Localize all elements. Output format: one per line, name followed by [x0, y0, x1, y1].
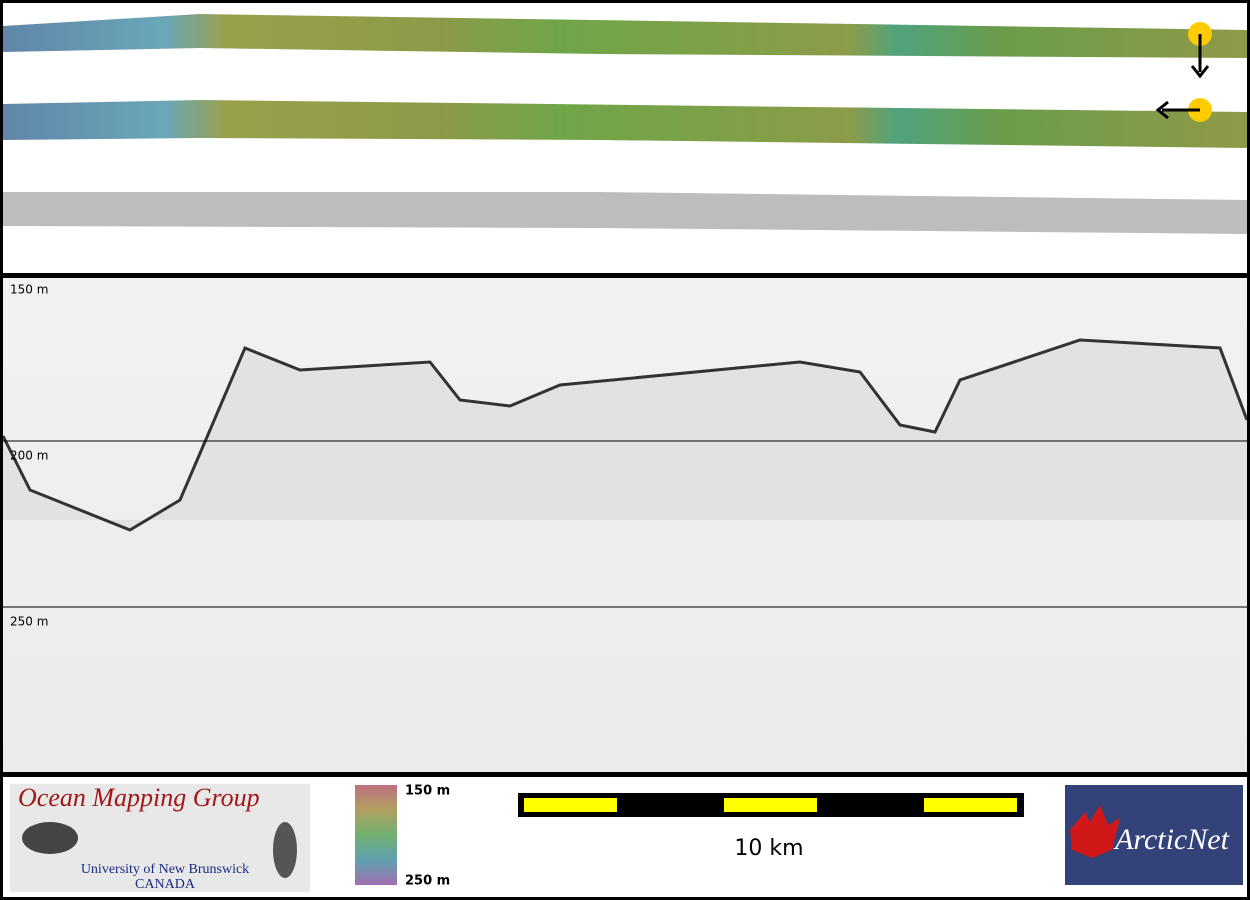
bathymetry-swath — [3, 100, 1247, 148]
logo-subtitle: University of New Brunswick — [81, 862, 249, 877]
color-scale-bottom: 250 m — [405, 874, 450, 889]
backscatter-swath — [3, 192, 1247, 234]
maple-leaf — [1070, 805, 1120, 858]
seafloor-profile — [1, 338, 1249, 532]
depth-label: 200 m — [10, 449, 48, 463]
logo-title: Ocean Mapping Group — [18, 783, 260, 812]
partner-logo-label: ArcticNet — [1113, 823, 1230, 856]
logo-graphic — [22, 822, 78, 854]
arrow-head — [1190, 65, 1210, 79]
panel-border — [0, 0, 1250, 276]
scale-bar-segment — [724, 798, 817, 812]
arrow-head — [1155, 100, 1169, 120]
scale-bar-label: 10 km — [734, 836, 803, 861]
depth-label: 250 m — [10, 615, 48, 629]
logo-graphic — [273, 822, 297, 878]
water-column — [3, 340, 1247, 530]
bathymetry-swath — [3, 14, 1247, 58]
panel-border — [0, 774, 1250, 900]
scale-bar-segment — [924, 798, 1017, 812]
depth-label: 150 m — [10, 283, 48, 297]
logo-country: CANADA — [135, 877, 196, 892]
scale-bar-segment — [524, 798, 617, 812]
scale-bar — [518, 793, 1024, 817]
color-scale — [355, 785, 397, 885]
panel-border — [0, 275, 1250, 775]
color-scale-top: 150 m — [405, 784, 450, 799]
direction-markers — [1155, 22, 1212, 122]
